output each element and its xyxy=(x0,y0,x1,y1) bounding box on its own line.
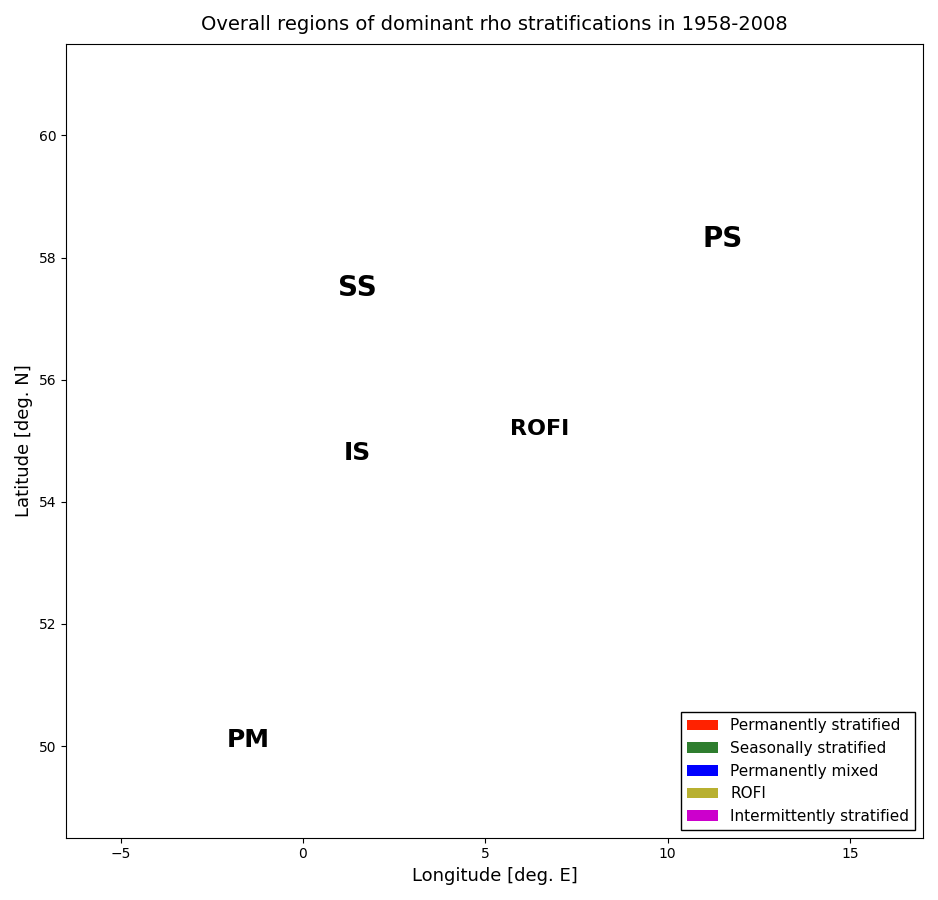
Text: SS: SS xyxy=(339,274,377,302)
Legend: Permanently stratified, Seasonally stratified, Permanently mixed, ROFI, Intermit: Permanently stratified, Seasonally strat… xyxy=(681,712,915,830)
Text: ROFI: ROFI xyxy=(510,418,569,438)
Text: IS: IS xyxy=(344,441,371,465)
Text: PM: PM xyxy=(227,728,270,752)
Text: PS: PS xyxy=(703,225,743,253)
X-axis label: Longitude [deg. E]: Longitude [deg. E] xyxy=(412,867,577,885)
Title: Overall regions of dominant rho stratifications in 1958-2008: Overall regions of dominant rho stratifi… xyxy=(201,15,788,34)
Y-axis label: Latitude [deg. N]: Latitude [deg. N] xyxy=(15,364,33,518)
